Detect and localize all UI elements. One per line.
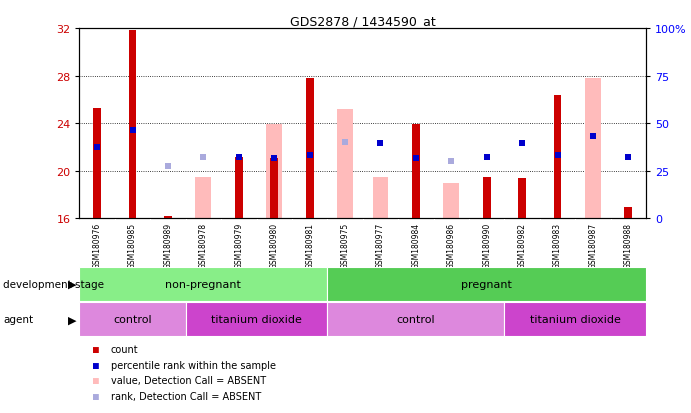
Bar xyxy=(328,267,646,301)
Text: ▶: ▶ xyxy=(68,314,76,325)
Text: GSM180987: GSM180987 xyxy=(589,222,598,268)
Text: GSM180979: GSM180979 xyxy=(234,222,243,268)
Text: GSM180986: GSM180986 xyxy=(447,222,456,268)
Text: value, Detection Call = ABSENT: value, Detection Call = ABSENT xyxy=(111,375,265,385)
Title: GDS2878 / 1434590_at: GDS2878 / 1434590_at xyxy=(290,15,435,28)
Text: ■: ■ xyxy=(93,360,100,370)
Text: development stage: development stage xyxy=(3,279,104,290)
Text: ▶: ▶ xyxy=(68,279,76,290)
Text: control: control xyxy=(113,314,152,325)
Bar xyxy=(412,125,420,219)
Text: count: count xyxy=(111,344,138,354)
Bar xyxy=(79,302,186,337)
Text: GSM180980: GSM180980 xyxy=(269,222,278,268)
Bar xyxy=(93,109,101,219)
Text: ■: ■ xyxy=(93,391,100,401)
Bar xyxy=(186,302,328,337)
Text: GSM180990: GSM180990 xyxy=(482,222,491,268)
Text: GSM180981: GSM180981 xyxy=(305,222,314,268)
Text: control: control xyxy=(397,314,435,325)
Bar xyxy=(337,109,353,219)
Text: GSM180988: GSM180988 xyxy=(624,222,633,268)
Text: GSM180983: GSM180983 xyxy=(553,222,562,268)
Bar xyxy=(79,267,328,301)
Bar xyxy=(625,207,632,219)
Text: GSM180982: GSM180982 xyxy=(518,222,527,268)
Text: GSM180984: GSM180984 xyxy=(411,222,420,268)
Text: GSM180985: GSM180985 xyxy=(128,222,137,268)
Bar xyxy=(328,302,504,337)
Text: ■: ■ xyxy=(93,375,100,385)
Bar xyxy=(585,79,601,219)
Bar xyxy=(164,216,172,219)
Text: GSM180978: GSM180978 xyxy=(199,222,208,268)
Text: ■: ■ xyxy=(93,344,100,354)
Bar xyxy=(270,158,278,219)
Bar xyxy=(518,178,526,219)
Bar xyxy=(196,177,211,219)
Text: rank, Detection Call = ABSENT: rank, Detection Call = ABSENT xyxy=(111,391,261,401)
Bar xyxy=(235,157,243,219)
Bar xyxy=(372,177,388,219)
Bar xyxy=(266,125,282,219)
Text: titanium dioxide: titanium dioxide xyxy=(530,314,621,325)
Text: pregnant: pregnant xyxy=(462,279,512,290)
Bar xyxy=(483,177,491,219)
Text: percentile rank within the sample: percentile rank within the sample xyxy=(111,360,276,370)
Text: GSM180989: GSM180989 xyxy=(164,222,173,268)
Text: GSM180976: GSM180976 xyxy=(93,222,102,268)
Bar xyxy=(553,95,562,219)
Text: non-pregnant: non-pregnant xyxy=(165,279,241,290)
Text: titanium dioxide: titanium dioxide xyxy=(211,314,302,325)
Bar xyxy=(444,183,460,219)
Bar xyxy=(504,302,646,337)
Bar xyxy=(305,79,314,219)
Text: agent: agent xyxy=(3,314,34,325)
Text: GSM180975: GSM180975 xyxy=(341,222,350,268)
Text: GSM180977: GSM180977 xyxy=(376,222,385,268)
Bar xyxy=(129,31,137,219)
